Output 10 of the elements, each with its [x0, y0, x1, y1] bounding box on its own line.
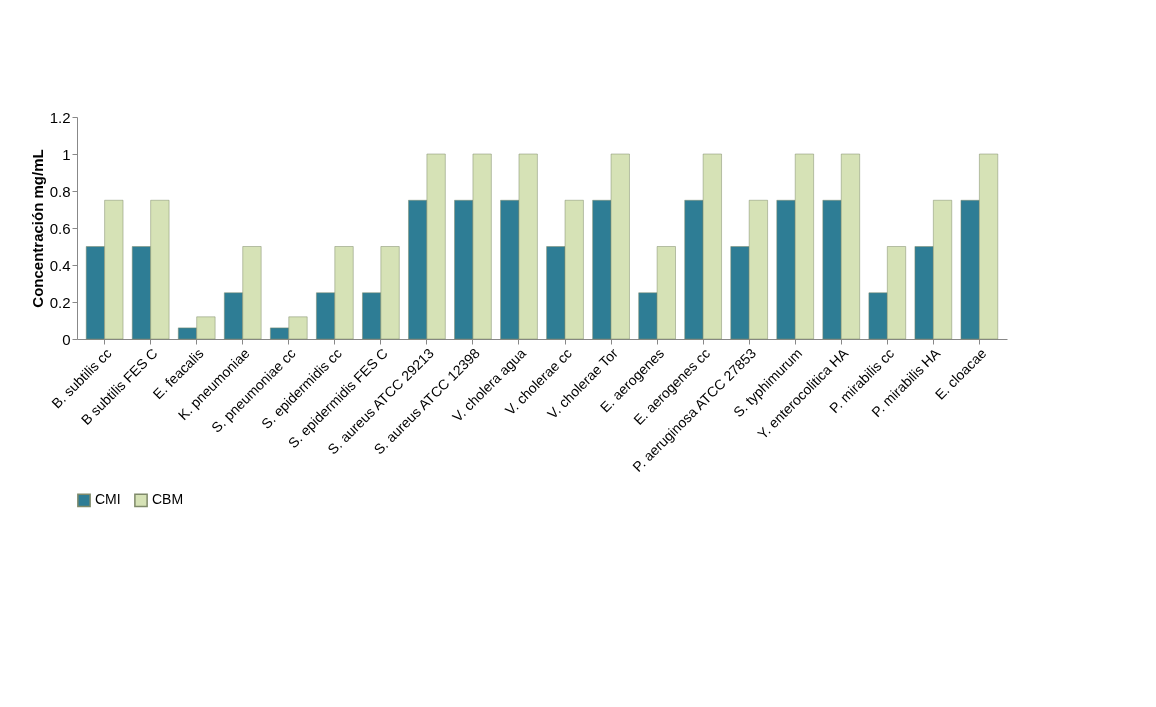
legend-label: CMI — [95, 491, 121, 508]
y-tick-label: 1.2 — [49, 108, 71, 126]
y-tick-label: 0.4 — [49, 256, 71, 274]
y-tick-label: 0.2 — [49, 293, 71, 311]
y-tick-label: 0.6 — [49, 219, 71, 237]
y-tick-label: 0.8 — [49, 182, 71, 200]
y-tick-label: 0 — [62, 330, 71, 348]
y-tick-label: 1 — [62, 145, 71, 163]
y-axis-title: Concentración mg/mL — [28, 149, 46, 308]
legend-label: CBM — [152, 491, 184, 508]
